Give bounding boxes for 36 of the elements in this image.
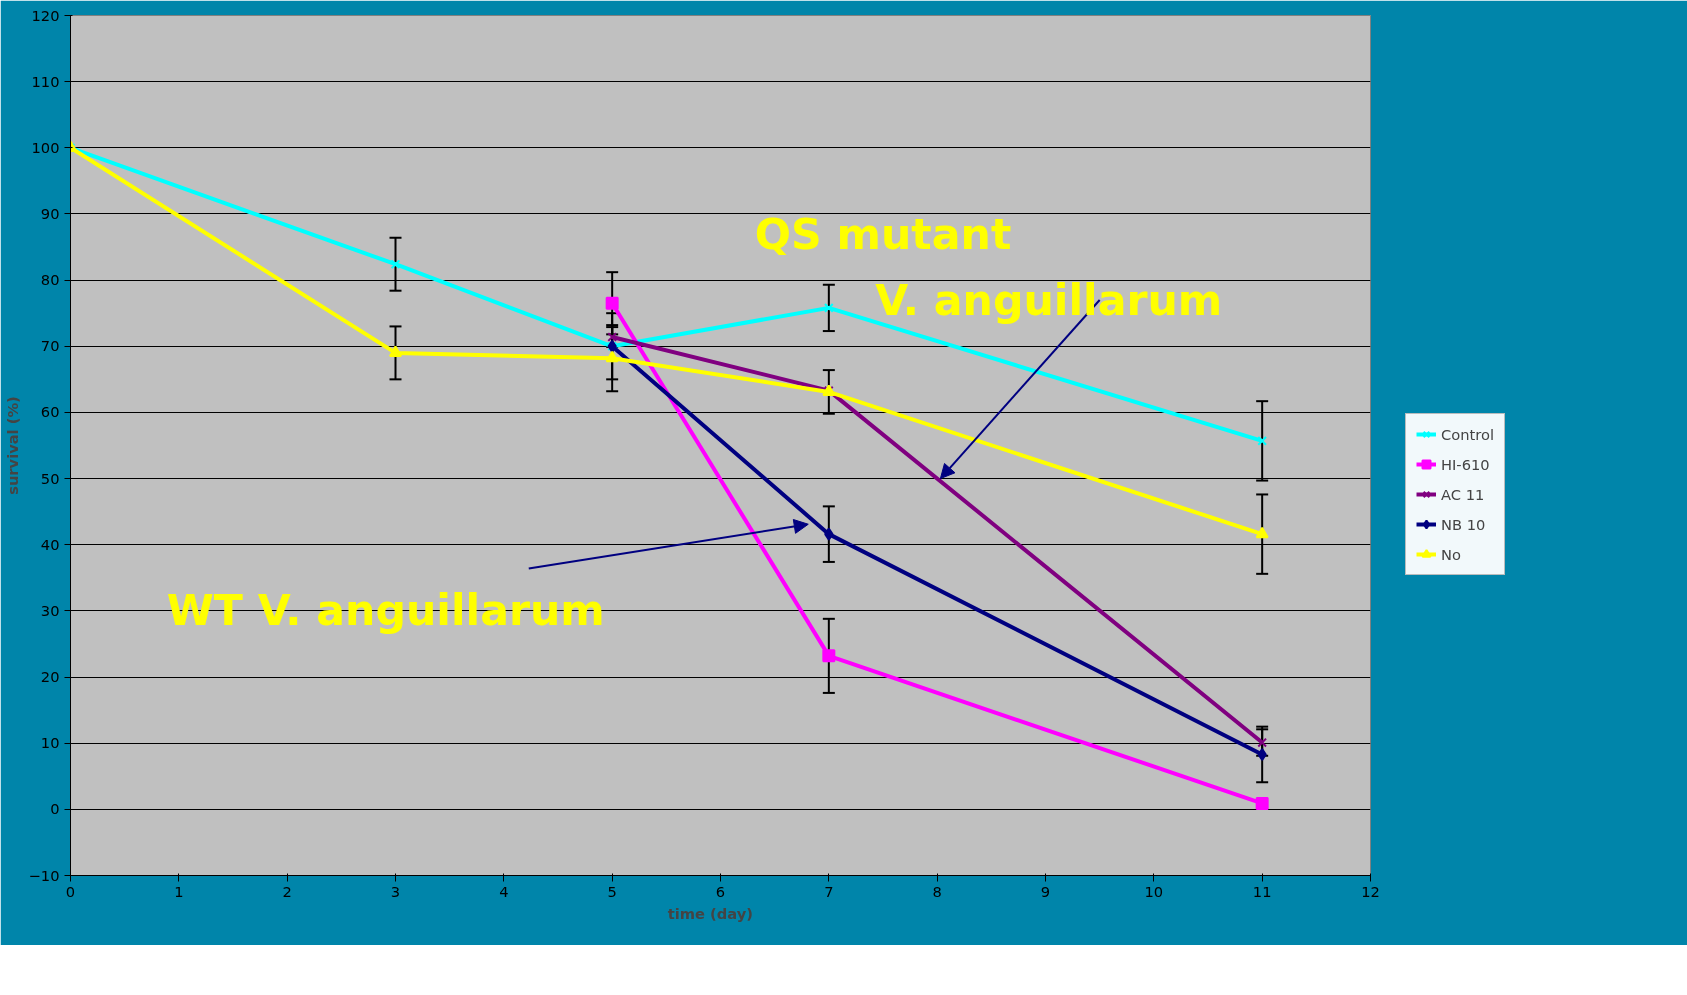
y-axis-title: survival (%) — [3, 396, 21, 495]
x-tick-label: 2 — [282, 882, 292, 900]
y-tick-label: 0 — [50, 800, 60, 818]
y-tick-label: 70 — [40, 337, 60, 355]
y-tick-label: 10 — [40, 734, 60, 752]
x-tick-label: 11 — [1252, 882, 1272, 900]
y-tick-label: 60 — [40, 403, 60, 421]
x-tick-label: 8 — [932, 882, 942, 900]
y-tick-label: 20 — [40, 668, 60, 686]
y-tick-label: 110 — [31, 72, 60, 90]
x-tick-label: 6 — [715, 882, 726, 900]
legend-label: No — [1441, 545, 1461, 563]
y-tick-label: 80 — [40, 271, 60, 289]
x-tick-label: 7 — [824, 882, 834, 900]
x-tick-label: 0 — [65, 882, 76, 900]
legend-label: Control — [1441, 425, 1494, 443]
x-tick-label: 9 — [1040, 882, 1051, 900]
annotation: QS mutant — [754, 208, 1012, 259]
x-tick-label: 5 — [607, 882, 617, 900]
y-tick-label: 90 — [40, 204, 60, 222]
legend-label: HI-610 — [1441, 455, 1490, 473]
x-tick-label: 1 — [174, 882, 184, 900]
annotation: V. anguillarum — [875, 274, 1223, 325]
x-tick-label: 12 — [1361, 882, 1380, 900]
x-axis-title: time (day) — [667, 904, 753, 922]
y-tick-label: −10 — [28, 866, 60, 884]
x-tick-label: 3 — [390, 882, 401, 900]
x-tick-label: 10 — [1144, 882, 1164, 900]
y-tick-label: 100 — [31, 138, 60, 156]
y-tick-label: 120 — [31, 6, 60, 24]
y-tick-label: 30 — [40, 601, 60, 619]
x-tick-label: 4 — [499, 882, 509, 900]
legend-label: NB 10 — [1441, 515, 1486, 533]
legend-label: AC 11 — [1441, 485, 1485, 503]
y-tick-label: 40 — [40, 535, 60, 553]
y-tick-label: 50 — [40, 469, 60, 487]
